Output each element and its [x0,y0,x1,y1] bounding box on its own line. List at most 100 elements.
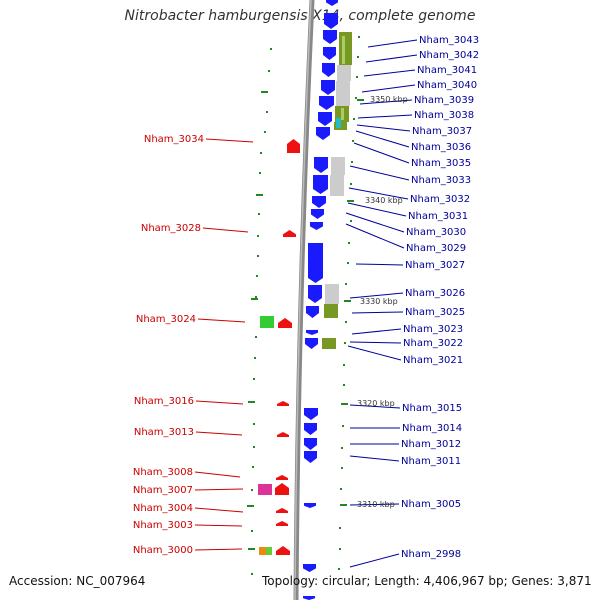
tick-mark [255,336,257,338]
gene-arrow [308,243,323,283]
gene-arrow [326,0,338,6]
gene-arrow [316,127,330,140]
tick-mark [357,56,359,58]
gene-arrow [312,196,326,208]
gene-label: Nham_3042 [419,50,479,61]
tick-mark [356,76,358,78]
tick-mark [257,255,259,257]
gene-arrow [275,483,289,495]
gene-label: Nham_3027 [405,260,465,271]
tick-mark [251,573,253,575]
gene-arrow [276,508,288,513]
gene-arrow [319,96,334,110]
leader-line [197,318,246,323]
gene-arrow [304,408,318,420]
gene-label: Nham_3039 [414,95,474,106]
gene-arrow [303,596,315,600]
leader-line [357,114,413,119]
gene-box [336,81,350,106]
tick-mark [256,275,258,277]
tick-mark [339,527,341,529]
tick-mark [340,504,347,506]
gene-arrow [277,432,289,437]
gene-label: Nham_3030 [406,227,466,238]
gene-arrow [318,112,332,126]
tick-mark [352,140,354,142]
leader-line [194,488,244,491]
kbp-label: 3310 kbp [357,500,395,509]
tick-mark [255,296,257,298]
leader-line [367,39,418,48]
gene-arrow [277,401,289,406]
tick-mark [343,364,345,366]
gene-arrow [276,475,288,480]
gene-label: Nham_3029 [406,243,466,254]
leader-line [348,187,409,200]
tick-mark [251,298,258,300]
gene-label: Nham_3000 [133,545,193,556]
tick-mark [338,568,340,570]
kbp-label: 3330 kbp [360,297,398,306]
leader-line [355,263,404,266]
tick-mark [251,489,253,491]
tick-mark [342,425,344,427]
tick-mark [341,447,343,449]
gene-label: Nham_3024 [136,314,196,325]
kbp-label: 3340 kbp [365,196,403,205]
leader-line [361,84,416,93]
tick-mark [347,262,349,264]
gene-box [322,338,336,349]
gene-box-highlight [342,36,345,64]
leader-line [347,202,407,217]
tick-mark [353,118,355,120]
gene-arrow [306,330,318,335]
leader-line [365,54,418,63]
gene-box-cyan [336,118,341,128]
gene-arrow [321,80,335,95]
leader-line [349,165,410,181]
leader-line [355,130,410,148]
tick-mark [259,172,261,174]
leader-line [353,142,410,164]
gene-label: Nham_3043 [419,35,479,46]
gene-box [266,547,272,555]
gene-arrow [323,47,336,60]
tick-mark [268,70,270,72]
gene-arrow [308,285,322,303]
tick-mark [358,36,360,38]
gene-label: Nham_3033 [411,175,471,186]
gene-label: Nham_3016 [134,396,194,407]
gene-arrow [311,209,324,219]
gene-box-highlight [341,108,344,120]
leader-line [195,400,244,405]
leader-line [345,223,405,249]
gene-features [258,0,352,600]
gene-arrow [306,306,319,318]
tick-mark [345,283,347,285]
gene-arrow [278,318,292,328]
leader-line [345,212,405,233]
leader-line [351,311,404,314]
tick-mark [252,466,254,468]
gene-box [331,157,345,175]
tick-mark [341,403,348,405]
gene-label: Nham_3025 [405,307,465,318]
leader-line [349,503,400,506]
tick-mark [257,235,259,237]
tick-mark [260,152,262,154]
tick-mark [348,242,350,244]
tick-mark [264,131,266,133]
tick-mark [344,300,351,302]
tick-mark [254,357,256,359]
gene-label: Nham_2998 [401,549,461,560]
gene-label: Nham_3041 [417,65,477,76]
tick-mark [339,548,341,550]
gene-label: Nham_3005 [401,499,461,510]
leader-line [363,69,416,77]
leader-line [194,548,243,551]
leader-line [194,471,241,478]
gene-label: Nham_3008 [133,467,193,478]
gene-label: Nham_3013 [134,427,194,438]
gene-label: Nham_3011 [401,456,461,467]
